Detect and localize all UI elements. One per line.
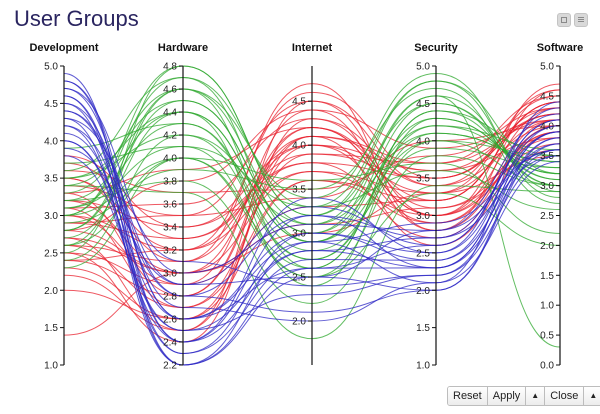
close-button[interactable]: Close: [545, 387, 585, 405]
tick-label: 4.4: [163, 108, 177, 119]
tick-label: 3.2: [163, 246, 177, 257]
red-series-line: [63, 95, 561, 343]
close-caret-icon[interactable]: ▲: [584, 387, 600, 405]
window-controls: [557, 13, 588, 27]
tick-label: 0.5: [540, 331, 554, 342]
tick-label: 3.5: [540, 151, 554, 162]
tick-label: 3.0: [540, 181, 554, 192]
red-series-line: [63, 83, 561, 263]
tick-label: 3.5: [44, 174, 58, 185]
reset-button[interactable]: Reset: [448, 387, 488, 405]
tick-label: 1.5: [416, 323, 430, 334]
tick-label: 3.8: [163, 177, 177, 188]
blue-series-line: [63, 102, 561, 355]
tick-label: 2.0: [44, 286, 58, 297]
axis-title[interactable]: Security: [414, 42, 458, 54]
axis-title[interactable]: Internet: [292, 42, 333, 54]
tick-label: 4.5: [540, 91, 554, 102]
tick-label: 3.0: [416, 211, 430, 222]
red-series-line: [63, 119, 561, 297]
tick-label: 3.5: [292, 185, 306, 196]
tick-label: 3.5: [416, 174, 430, 185]
red-series-line: [63, 137, 561, 228]
axis-title[interactable]: Development: [29, 42, 98, 54]
green-series-line: [63, 88, 561, 269]
tick-label: 2.0: [292, 317, 306, 328]
axes: Development 1.0 1.5 2.0 2.5 3.0 3.5 4.0 4.5 5.0 Ha…: [29, 42, 583, 372]
tick-label: 3.4: [163, 223, 177, 234]
tick-label: 2.5: [292, 273, 306, 284]
tick-label: 0.0: [540, 361, 554, 372]
blue-series-line: [63, 87, 561, 274]
tick-label: 1.5: [44, 323, 58, 334]
tick-label: 4.0: [44, 136, 58, 147]
red-series-line: [63, 101, 561, 202]
blue-series-line: [63, 87, 561, 320]
axis-title[interactable]: Hardware: [158, 42, 208, 54]
tick-label: 2.5: [540, 211, 554, 222]
blue-series-line: [63, 72, 561, 366]
tick-label: 2.2: [163, 361, 177, 372]
tick-label: 4.0: [292, 141, 306, 152]
page-title: User Groups: [14, 6, 139, 31]
tick-label: 4.0: [416, 136, 430, 147]
tick-label: 5.0: [44, 62, 58, 73]
tick-label: 4.0: [163, 154, 177, 165]
tick-label: 1.5: [540, 271, 554, 282]
red-series-line: [63, 127, 561, 297]
tick-label: 2.4: [163, 338, 177, 349]
tick-label: 4.0: [540, 121, 554, 132]
tick-label: 4.5: [292, 97, 306, 108]
tick-label: 1.0: [44, 361, 58, 372]
hamburger-icon[interactable]: [574, 13, 588, 27]
tick-label: 1.0: [416, 361, 430, 372]
tick-label: 1.0: [540, 301, 554, 312]
tick-label: 3.0: [44, 211, 58, 222]
tick-label: 2.5: [416, 248, 430, 259]
tick-label: 4.5: [44, 99, 58, 110]
tick-label: 4.5: [416, 99, 430, 110]
tick-label: 3.0: [163, 269, 177, 280]
toolbar: Reset Apply ▲ Close ▲: [447, 386, 600, 406]
apply-caret-icon[interactable]: ▲: [526, 387, 546, 405]
green-series-line: [63, 132, 561, 261]
tick-label: 2.5: [44, 248, 58, 259]
blue-series-line: [63, 131, 561, 343]
green-series-line: [63, 122, 561, 252]
apply-button[interactable]: Apply: [487, 387, 527, 405]
blue-series-line: [63, 117, 561, 366]
tick-label: 2.0: [540, 241, 554, 252]
tick-label: 4.6: [163, 85, 177, 96]
tick-label: 5.0: [540, 62, 554, 73]
blue-series-line: [63, 132, 561, 320]
tick-label: 4.8: [163, 62, 177, 73]
tick-label: 2.6: [163, 315, 177, 326]
tick-label: 3.6: [163, 200, 177, 211]
green-series-line: [63, 157, 561, 278]
tick-label: 2.8: [163, 292, 177, 303]
axis-title[interactable]: Software: [537, 42, 583, 54]
blue-series-line: [63, 80, 561, 320]
tick-label: 2.0: [416, 286, 430, 297]
tick-label: 3.0: [292, 229, 306, 240]
tick-label: 4.2: [163, 131, 177, 142]
square-icon[interactable]: [557, 13, 571, 27]
tick-label: 5.0: [416, 62, 430, 73]
